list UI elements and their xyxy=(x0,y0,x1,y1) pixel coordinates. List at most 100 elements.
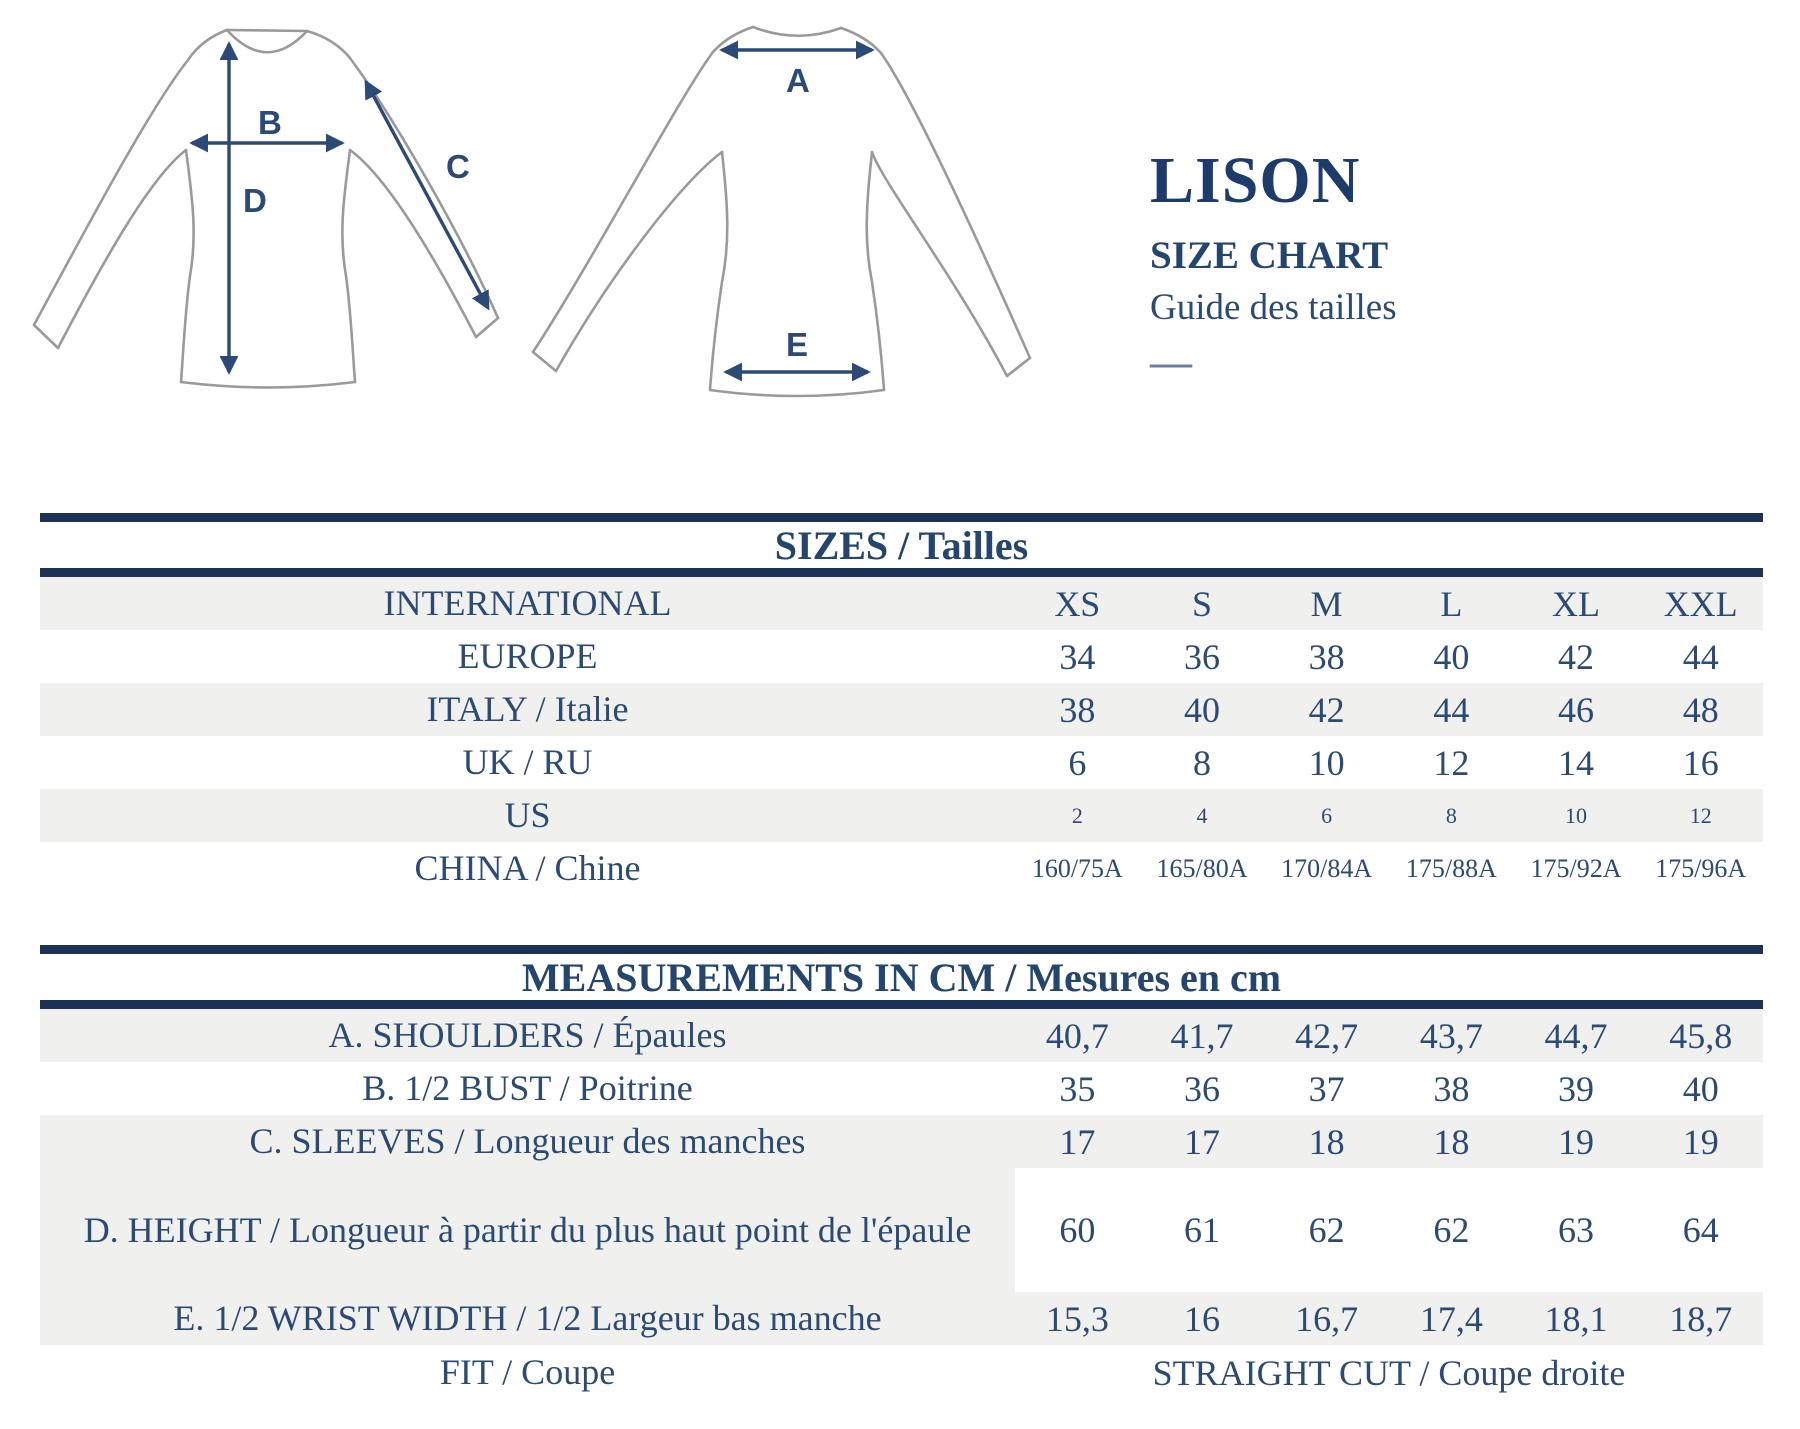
table-cell: 40,7 xyxy=(1045,1015,1109,1056)
row-label: E. 1/2 WRIST WIDTH / 1/2 Largeur bas man… xyxy=(173,1298,882,1339)
table-row-sleeves: C. SLEEVES / Longueur des manches 17 17 … xyxy=(40,1115,1763,1168)
table-cell: 34 xyxy=(1059,636,1096,677)
table-row-europe: EUROPE 34 36 38 40 42 44 xyxy=(40,630,1763,683)
table-cell: 170/84A xyxy=(1281,853,1373,883)
row-label: UK / RU xyxy=(462,742,593,783)
table-cell: 64 xyxy=(1682,1210,1719,1250)
fit-value: STRAIGHT CUT / Coupe droite xyxy=(1152,1352,1626,1393)
table-cell: 17 xyxy=(1184,1121,1220,1162)
tables-gap xyxy=(40,895,1763,945)
row-label: CHINA / Chine xyxy=(414,848,641,889)
row-cells: 15,3 16 16,7 17,4 18,1 18,7 xyxy=(1015,1292,1763,1345)
table-cell: 39 xyxy=(1558,1068,1595,1109)
row-cells: 60 61 62 62 63 64 xyxy=(1015,1168,1763,1292)
table-cell: 14 xyxy=(1558,742,1595,783)
table-cell: 12 xyxy=(1689,802,1712,828)
table-row-height: D. HEIGHT / Longueur à partir du plus ha… xyxy=(40,1168,1763,1292)
table-row-shoulders: A. SHOULDERS / Épaules 40,7 41,7 42,7 43… xyxy=(40,1009,1763,1062)
table-cell: 19 xyxy=(1682,1121,1719,1162)
table-cell: 15,3 xyxy=(1045,1298,1109,1339)
row-cells: 34 36 38 40 42 44 xyxy=(1015,630,1763,683)
table-cell: 8 xyxy=(1193,742,1211,783)
table-cell: 2 xyxy=(1071,802,1083,828)
table-cell: XXL xyxy=(1663,583,1738,624)
table-cell: 4 xyxy=(1196,802,1208,828)
table-cell: XS xyxy=(1054,583,1101,624)
table-cell: 44 xyxy=(1433,689,1470,730)
table-cell: 62 xyxy=(1433,1210,1470,1250)
row-label: INTERNATIONAL xyxy=(383,583,672,624)
table-cell: 44,7 xyxy=(1544,1015,1608,1056)
table-cell: 18 xyxy=(1308,1121,1345,1162)
horizontal-rule xyxy=(40,513,1763,522)
table-cell: 16 xyxy=(1682,742,1719,783)
row-cells: XS S M L XL XXL xyxy=(1015,577,1763,630)
table-cell: 10 xyxy=(1565,802,1588,828)
table-cell: 16,7 xyxy=(1295,1298,1359,1339)
table-cell: 17 xyxy=(1059,1121,1096,1162)
table-row-italy: ITALY / Italie 38 40 42 44 46 48 xyxy=(40,683,1763,736)
measure-label-d: D xyxy=(243,182,267,219)
row-label: FIT / Coupe xyxy=(439,1352,616,1393)
table-cell: 45,8 xyxy=(1669,1015,1733,1056)
table-cell: 16 xyxy=(1184,1298,1220,1339)
table-cell: 42 xyxy=(1558,636,1595,677)
row-cells: 17 17 18 18 19 19 xyxy=(1015,1115,1763,1168)
table-cell: 8 xyxy=(1445,802,1457,828)
table-row-us: US 2 4 6 8 10 12 xyxy=(40,789,1763,842)
table-cell: 19 xyxy=(1558,1121,1595,1162)
row-cells: 40,7 41,7 42,7 43,7 44,7 45,8 xyxy=(1015,1009,1763,1062)
table-cell: 37 xyxy=(1308,1068,1345,1109)
table-cell: 42 xyxy=(1308,689,1345,730)
row-cells: 6 8 10 12 14 16 xyxy=(1015,736,1763,789)
table-cell: 63 xyxy=(1558,1210,1595,1250)
table-cell: 6 xyxy=(1321,802,1333,828)
table-cell: S xyxy=(1191,583,1213,624)
row-label: D. HEIGHT / Longueur à partir du plus ha… xyxy=(40,1168,1015,1292)
measure-label-e: E xyxy=(786,326,808,363)
table-cell: 40 xyxy=(1433,636,1470,677)
table-row-china: CHINA / Chine 160/75A 165/80A 170/84A 17… xyxy=(40,842,1763,895)
table-cell: 10 xyxy=(1308,742,1345,783)
size-chart-heading: SIZE CHART xyxy=(1150,234,1389,277)
table-row-fit: FIT / Coupe STRAIGHT CUT / Coupe droite xyxy=(40,1345,1763,1400)
product-name: LISON xyxy=(1150,144,1361,217)
table-cell: 17,4 xyxy=(1419,1298,1483,1339)
table-cell: L xyxy=(1440,583,1463,624)
table-cell: 175/96A xyxy=(1655,853,1747,883)
garment-back-outline xyxy=(531,25,1032,398)
table-row-uk: UK / RU 6 8 10 12 14 16 xyxy=(40,736,1763,789)
measure-label-b: B xyxy=(258,104,282,141)
horizontal-rule xyxy=(40,1000,1763,1009)
table-cell: 38 xyxy=(1433,1068,1470,1109)
row-label: C. SLEEVES / Longueur des manches xyxy=(249,1121,806,1162)
table-cell: 60 xyxy=(1059,1210,1096,1250)
row-label: ITALY / Italie xyxy=(426,689,629,730)
table-cell: 36 xyxy=(1184,1068,1220,1109)
table-cell: 160/75A xyxy=(1031,853,1123,883)
table-cell: 6 xyxy=(1068,742,1087,783)
sizes-table-title: SIZES / Tailles xyxy=(774,522,1029,568)
table-cell: 48 xyxy=(1682,689,1719,730)
table-cell: 165/80A xyxy=(1156,853,1248,883)
measure-label-a: A xyxy=(786,62,810,99)
table-cell: 38 xyxy=(1308,636,1345,677)
table-cell: 40 xyxy=(1184,689,1220,730)
row-cells: 160/75A 165/80A 170/84A 175/88A 175/92A … xyxy=(1015,842,1763,895)
table-cell: 40 xyxy=(1682,1068,1719,1109)
table-cell: 175/92A xyxy=(1530,853,1622,883)
title-dash: — xyxy=(1150,340,1192,386)
measurements-table-title: MEASUREMENTS IN CM / Mesures en cm xyxy=(521,954,1282,1000)
table-cell: M xyxy=(1310,583,1343,624)
row-label: EUROPE xyxy=(457,636,598,677)
row-label: A. SHOULDERS / Épaules xyxy=(328,1015,727,1056)
measure-label-c: C xyxy=(446,148,470,185)
horizontal-rule xyxy=(40,568,1763,577)
table-cell: XL xyxy=(1552,583,1601,624)
row-label: US xyxy=(504,795,551,836)
size-chart-heading-fr: Guide des tailles xyxy=(1150,287,1397,328)
row-cells: 2 4 6 8 10 12 xyxy=(1015,789,1763,842)
tables-area: SIZES / Tailles INTERNATIONAL XS S M L X… xyxy=(40,513,1763,1400)
table-cell: 61 xyxy=(1184,1210,1220,1250)
